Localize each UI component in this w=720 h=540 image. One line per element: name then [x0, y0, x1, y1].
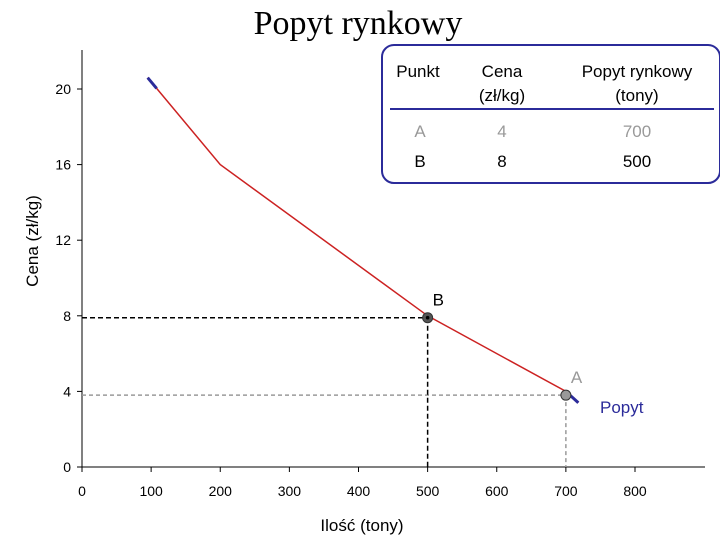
curve-start-cap: [146, 76, 158, 90]
chart-title: Popyt rynkowy: [254, 5, 463, 42]
table-header-point: Punkt: [396, 62, 440, 81]
table-header-quantity-2: (tony): [615, 86, 658, 105]
x-tick-label: 600: [485, 483, 509, 499]
y-tick-label: 20: [55, 81, 71, 97]
y-tick-label: 0: [63, 459, 71, 475]
table-cell-quantity: 500: [623, 152, 651, 171]
point-B-center: [425, 315, 430, 320]
y-tick-label: 4: [63, 383, 71, 399]
table-cell-price: 4: [497, 122, 506, 141]
x-tick-label: 200: [209, 483, 233, 499]
data-table-box: [381, 44, 720, 184]
point-label-B: B: [433, 291, 444, 310]
x-tick-label: 700: [554, 483, 578, 499]
table-header-price-1: Cena: [482, 62, 523, 81]
x-tick-label: 100: [139, 483, 163, 499]
table-cell-quantity: 700: [623, 122, 651, 141]
series-label: Popyt: [600, 398, 644, 417]
table-cell-price: 8: [497, 152, 506, 171]
x-tick-label: 500: [416, 483, 440, 499]
table-cell-point: B: [414, 152, 425, 171]
table-cell-point: A: [414, 122, 426, 141]
point-label-A: A: [571, 368, 583, 387]
y-tick-label: 12: [55, 232, 71, 248]
x-axis-label: Ilość (tony): [320, 516, 403, 535]
table-header-quantity-1: Popyt rynkowy: [582, 62, 693, 81]
table-header-price-2: (zł/kg): [479, 86, 525, 105]
y-tick-label: 8: [63, 308, 71, 324]
x-tick-label: 800: [623, 483, 647, 499]
y-axis-label: Cena (zł/kg): [23, 195, 42, 287]
x-tick-label: 0: [78, 483, 86, 499]
x-tick-label: 300: [278, 483, 302, 499]
y-tick-label: 16: [55, 157, 71, 173]
x-tick-label: 400: [347, 483, 371, 499]
point-A: [560, 389, 572, 401]
